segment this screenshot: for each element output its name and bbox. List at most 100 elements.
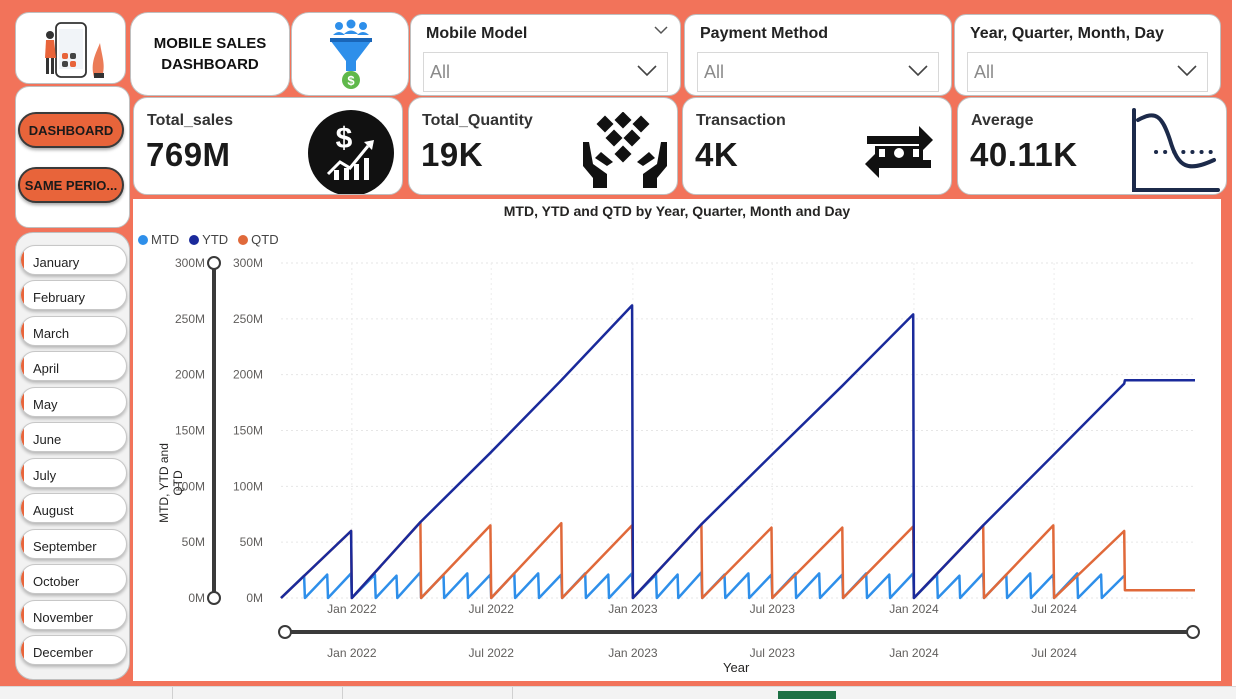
y-tick-label: 50M (240, 535, 263, 549)
legend-dot (189, 234, 200, 245)
month-accent (21, 391, 24, 413)
kpi-total-quantity: Total_Quantity 19K (408, 97, 678, 195)
x-tick-label: Jan 2022 (327, 602, 377, 616)
dropdown-value: All (974, 62, 995, 82)
x-slider-handle-right[interactable] (1186, 625, 1200, 639)
month-label: December (33, 645, 93, 660)
month-accent (21, 568, 24, 590)
month-item-april[interactable]: April (20, 351, 127, 381)
slider-x-tick-label: Jan 2022 (327, 646, 377, 660)
month-accent (21, 533, 24, 555)
series-line-qtd[interactable] (280, 520, 1195, 600)
x-axis-title: Year (723, 660, 750, 675)
kpi-value: 4K (695, 136, 739, 173)
active-sheet-indicator (778, 691, 836, 699)
month-label: November (33, 610, 93, 625)
slicer-label: Payment Method (700, 25, 829, 42)
month-item-may[interactable]: May (20, 387, 127, 417)
kpi-value: 40.11K (970, 136, 1078, 173)
dashboard-title-card: MOBILE SALES DASHBOARD (130, 12, 290, 96)
month-accent (21, 355, 24, 377)
month-item-january[interactable]: January (20, 245, 127, 275)
slicer-label: Year, Quarter, Month, Day (970, 25, 1164, 42)
x-tick-label: Jul 2022 (469, 602, 515, 616)
month-item-june[interactable]: June (20, 422, 127, 452)
chevron-down-icon[interactable] (637, 65, 657, 77)
month-accent (21, 249, 24, 271)
slicer-date-hierarchy[interactable]: Year, Quarter, Month, Day All (954, 14, 1221, 96)
slicer-payment-method[interactable]: Payment Method All (684, 14, 952, 96)
kpi-average: Average 40.11K (957, 97, 1227, 195)
legend-item-qtd[interactable]: QTD (238, 232, 279, 247)
same-period-button[interactable]: SAME PERIO... (18, 167, 124, 203)
month-item-november[interactable]: November (20, 600, 127, 630)
month-label: July (33, 468, 57, 483)
slider-tick-label: 100M (175, 479, 205, 493)
chart-title: MTD, YTD and QTD by Year, Quarter, Month… (503, 203, 851, 219)
month-item-march[interactable]: March (20, 316, 127, 346)
month-label: February (33, 290, 86, 305)
sheet-tab[interactable] (172, 687, 343, 699)
slider-tick-label: 250M (175, 312, 205, 326)
series-line-ytd[interactable] (280, 304, 1195, 600)
svg-text:$: $ (347, 73, 355, 88)
chart-legend[interactable]: MTD YTD QTD (138, 232, 279, 247)
sheet-tabs-strip (0, 686, 1236, 699)
slider-tick-label: 150M (175, 424, 205, 438)
phone-shopping-logo (15, 12, 126, 84)
y-tick-label: 200M (233, 368, 263, 382)
y-slider-handle-bottom[interactable] (207, 591, 221, 605)
chevron-down-icon[interactable] (654, 26, 668, 35)
slider-x-tick-label: Jul 2024 (1031, 646, 1077, 660)
month-item-october[interactable]: October (20, 564, 127, 594)
dropdown-value: All (704, 62, 725, 82)
svg-text:$: $ (336, 122, 353, 155)
slicer-mobile-model[interactable]: Mobile Model All (410, 14, 681, 96)
kpi-value: 769M (146, 136, 231, 173)
month-item-february[interactable]: February (20, 280, 127, 310)
slider-tick-label: 0M (188, 591, 205, 605)
slider-x-tick-label: Jul 2023 (750, 646, 796, 660)
mobile-model-dropdown[interactable]: All (423, 52, 668, 92)
y-tick-label: 300M (233, 256, 263, 270)
month-item-december[interactable]: December (20, 635, 127, 665)
kpi-label: Transaction (696, 112, 786, 129)
month-item-august[interactable]: August (20, 493, 127, 523)
slider-tick-label: 200M (175, 368, 205, 382)
dollar-growth-icon: $ (308, 110, 394, 194)
chart-plot-area[interactable]: 300M 300M 250M 250M 200M 200M 150M 150M 100M 100M… (133, 199, 1221, 681)
kpi-total-sales: Total_sales 769M $ (133, 97, 403, 195)
money-exchange-icon (865, 126, 933, 178)
chevron-down-icon[interactable] (908, 65, 928, 77)
dropdown-value: All (430, 62, 451, 82)
month-item-july[interactable]: July (20, 458, 127, 488)
payment-method-dropdown[interactable]: All (697, 52, 939, 92)
legend-dot (238, 234, 249, 245)
legend-item-mtd[interactable]: MTD (138, 232, 179, 247)
chevron-down-icon[interactable] (1177, 65, 1197, 77)
navigation-panel: DASHBOARD SAME PERIO... (15, 86, 130, 228)
month-item-september[interactable]: September (20, 529, 127, 559)
month-slicer: January February March April May June Ju… (15, 232, 130, 680)
date-hierarchy-dropdown[interactable]: All (967, 52, 1208, 92)
x-tick-label: Jul 2023 (750, 602, 796, 616)
month-label: September (33, 539, 97, 554)
month-accent (21, 497, 24, 519)
sheet-tab[interactable] (0, 687, 173, 699)
y-slider-handle-top[interactable] (207, 256, 221, 270)
slider-x-tick-label: Jan 2024 (889, 646, 939, 660)
page-title: MOBILE SALES DASHBOARD (153, 35, 267, 73)
funnel-money-icon: $ (330, 19, 372, 89)
phone-shopping-icon (45, 22, 104, 78)
funnel-filter-logo: $ (291, 12, 409, 96)
x-slider-handle-left[interactable] (278, 625, 292, 639)
sheet-tab[interactable] (342, 687, 513, 699)
dashboard-button[interactable]: DASHBOARD (18, 112, 124, 148)
month-accent (21, 284, 24, 306)
kpi-label: Average (971, 112, 1034, 129)
month-accent (21, 426, 24, 448)
hands-boxes-icon (583, 112, 667, 188)
legend-item-ytd[interactable]: YTD (189, 232, 228, 247)
mtd-ytd-qtd-chart[interactable]: MTD, YTD and QTD by Year, Quarter, Month… (133, 199, 1221, 681)
x-tick-label: Jul 2024 (1031, 602, 1077, 616)
